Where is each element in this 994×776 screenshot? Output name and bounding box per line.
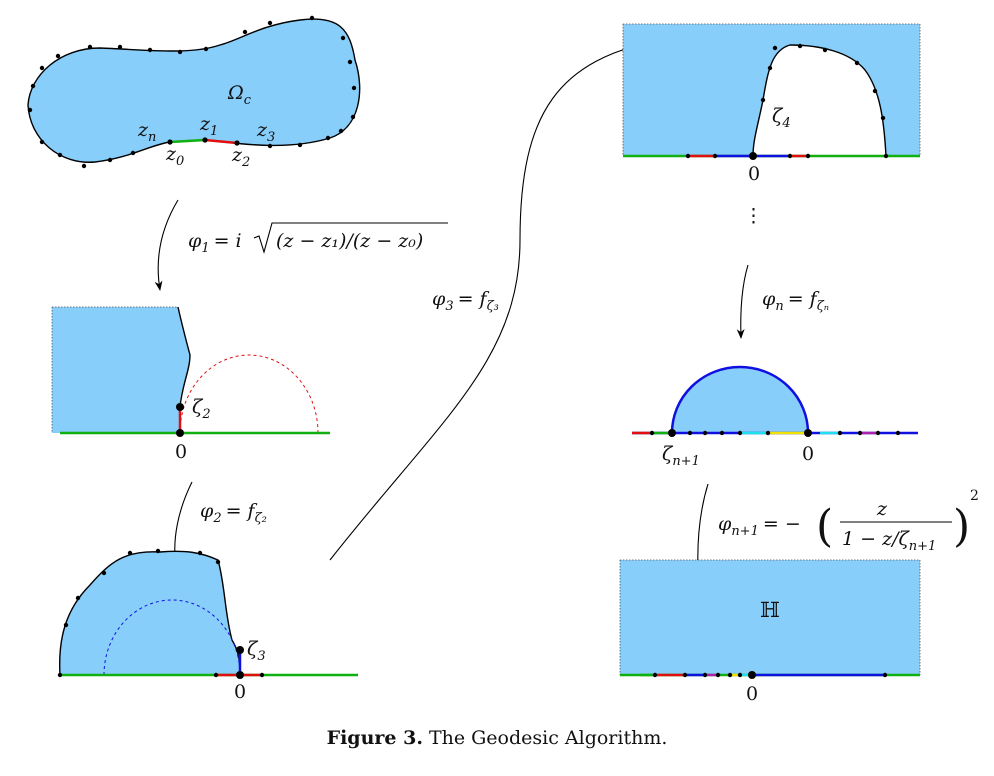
label-z-0: z0 [165, 143, 184, 169]
svg-text:φn+1= −: φn+1 = − [718, 513, 801, 539]
fraction-numerator: z [876, 498, 888, 520]
map-3-formula: φ3 = fζ₃ [432, 288, 499, 314]
exponent: 2 [970, 488, 979, 504]
arrow-map-n1 [693, 483, 709, 571]
arrow-map-1 [154, 199, 179, 291]
panel-upper-half-plane: ℍ 0 [619, 559, 921, 705]
map-n1-formula: φn+1 = − ( z 1 − z/ζn+1 ) 2 [718, 488, 979, 554]
label-zeta-2: ζ2 [192, 396, 211, 422]
caption-text: The Geodesic Algorithm. [428, 727, 668, 749]
arrow-map-n [736, 264, 749, 339]
boundary-green-segment [169, 138, 206, 144]
half-plane-label: ℍ [760, 598, 780, 622]
label-zeta-n1: ζn+1 [662, 443, 700, 469]
panel2-region [52, 307, 190, 433]
svg-text:φ1= i: φ1 = i [188, 230, 242, 256]
panel-after-phi1: ζ2 0 [51, 306, 330, 463]
half-plane-region [620, 560, 920, 675]
map-2-formula: φ2 = fζ₂ [200, 500, 267, 526]
fraction-denominator: 1 − z/ζn+1 [842, 528, 936, 554]
panel2-dashed-semicircle [179, 354, 319, 434]
paren-left: ( [816, 501, 833, 552]
map-1-formula: φ1 = i (z − z₁)/(z − z₀) [188, 222, 448, 256]
label-z-3: z3 [256, 119, 275, 145]
label-zeta-4: ζ4 [772, 105, 791, 131]
panel-after-phin: ζn+1 0 [632, 365, 918, 469]
figure-caption: Figure 3. The Geodesic Algorithm. [0, 727, 994, 749]
panel2-origin-label: 0 [175, 441, 187, 463]
map-n-formula: φn = fζₙ [762, 288, 829, 314]
label-z-2: z2 [231, 144, 250, 170]
sqrt-sign [253, 222, 448, 254]
arrow-map-3 [329, 37, 661, 561]
panel2-boundary-curve [177, 306, 191, 408]
panel-after-phi2: ζ3 0 [57, 548, 358, 703]
label-z-n: zn [137, 119, 156, 145]
label-zeta-3: ζ3 [247, 638, 266, 664]
label-z-1: z1 [199, 113, 218, 139]
boundary-red-segment [204, 138, 238, 145]
panel3-origin-label: 0 [234, 681, 246, 703]
sqrt-radicand: (z − z₁)/(z − z₀) [276, 230, 423, 252]
paren-right: ) [953, 501, 970, 552]
panel5-blue-arc [670, 365, 810, 434]
vertical-dots: ⋮ [744, 205, 763, 227]
domain-omega-label: Ωc [227, 82, 252, 108]
panel3-region [58, 550, 241, 676]
panel6-origin-label: 0 [746, 683, 758, 705]
panel4-boundary-curve [752, 44, 887, 157]
panel4-region [623, 24, 920, 156]
panel-after-phi3: ζ4 0 ⋮ [622, 23, 921, 227]
panel5-origin-label: 0 [802, 443, 814, 465]
panel-domain-omega: Ωc zn z0 z1 z2 z3 [27, 15, 361, 170]
boundary-points [27, 15, 357, 169]
panel4-origin-label: 0 [748, 163, 760, 185]
caption-label: Figure 3. [326, 727, 423, 749]
panel5-semidisk [672, 367, 808, 433]
